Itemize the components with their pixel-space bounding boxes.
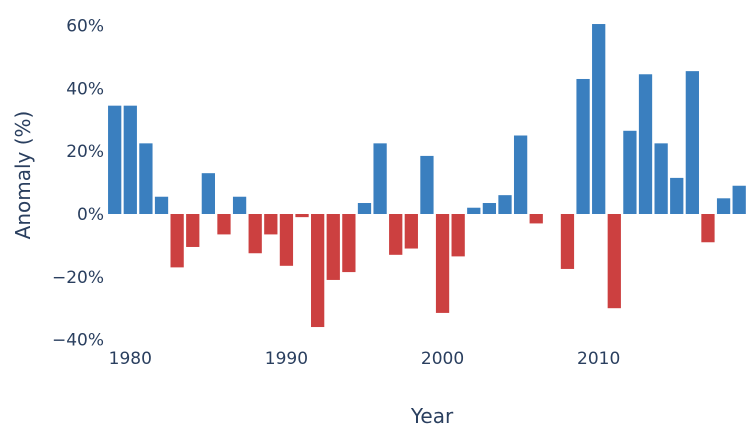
x-tick-label: 2010 [577,349,620,369]
bar-1995 [357,203,372,214]
bar-2004 [498,195,512,214]
bar-1983 [170,214,184,268]
bar-1984 [186,214,200,247]
bar-1986 [217,214,231,235]
bar-2009 [576,78,590,214]
bar-1993 [326,214,340,280]
bar-1985 [201,173,215,214]
bar-1998 [404,214,418,249]
bar-2012 [623,130,637,214]
bar-1997 [389,214,403,255]
bar-2018 [716,198,731,214]
bar-2015 [670,177,684,214]
bar-2006 [529,214,543,224]
bar-1999 [420,155,434,214]
bar-1994 [342,214,356,273]
bar-2000 [435,214,450,313]
bar-2019 [732,185,746,214]
bar-2017 [701,214,715,243]
y-axis-ticks: −40% −20% 0% 20% 40% 60% [52,17,104,351]
bar-2016 [685,71,699,214]
x-tick-label: 1990 [265,349,308,369]
bar-1990 [279,214,294,266]
y-tick-label: 0% [77,205,104,225]
bar-1979 [108,105,122,214]
y-tick-label: 60% [66,17,104,37]
x-tick-label: 2000 [421,349,464,369]
bar-2008 [560,214,575,269]
bar-2005 [513,135,528,214]
bars-layer [108,24,746,328]
bar-2011 [607,214,621,309]
bar-1982 [154,196,169,214]
x-axis-ticks: 1980 1990 2000 2010 [109,349,621,369]
y-tick-label: 20% [66,142,104,162]
bar-2010 [592,24,606,215]
bar-1991 [295,214,309,218]
y-tick-label: 40% [66,79,104,99]
x-tick-label: 1980 [109,349,152,369]
bar-1996 [373,143,387,214]
bar-2003 [482,203,497,214]
y-tick-label: −20% [52,268,104,288]
bar-1989 [264,214,278,235]
bar-2001 [451,214,465,257]
bar-1987 [232,196,247,214]
bar-1980 [123,105,137,214]
bar-1992 [311,214,325,328]
bar-2002 [467,207,481,214]
bar-2013 [638,74,653,215]
x-axis-title: Year [410,404,454,424]
y-axis-title: Anomaly (%) [11,111,35,240]
bar-1981 [139,143,153,214]
y-tick-label: −40% [52,331,104,351]
bar-2014 [654,143,668,214]
bar-1988 [248,214,262,254]
